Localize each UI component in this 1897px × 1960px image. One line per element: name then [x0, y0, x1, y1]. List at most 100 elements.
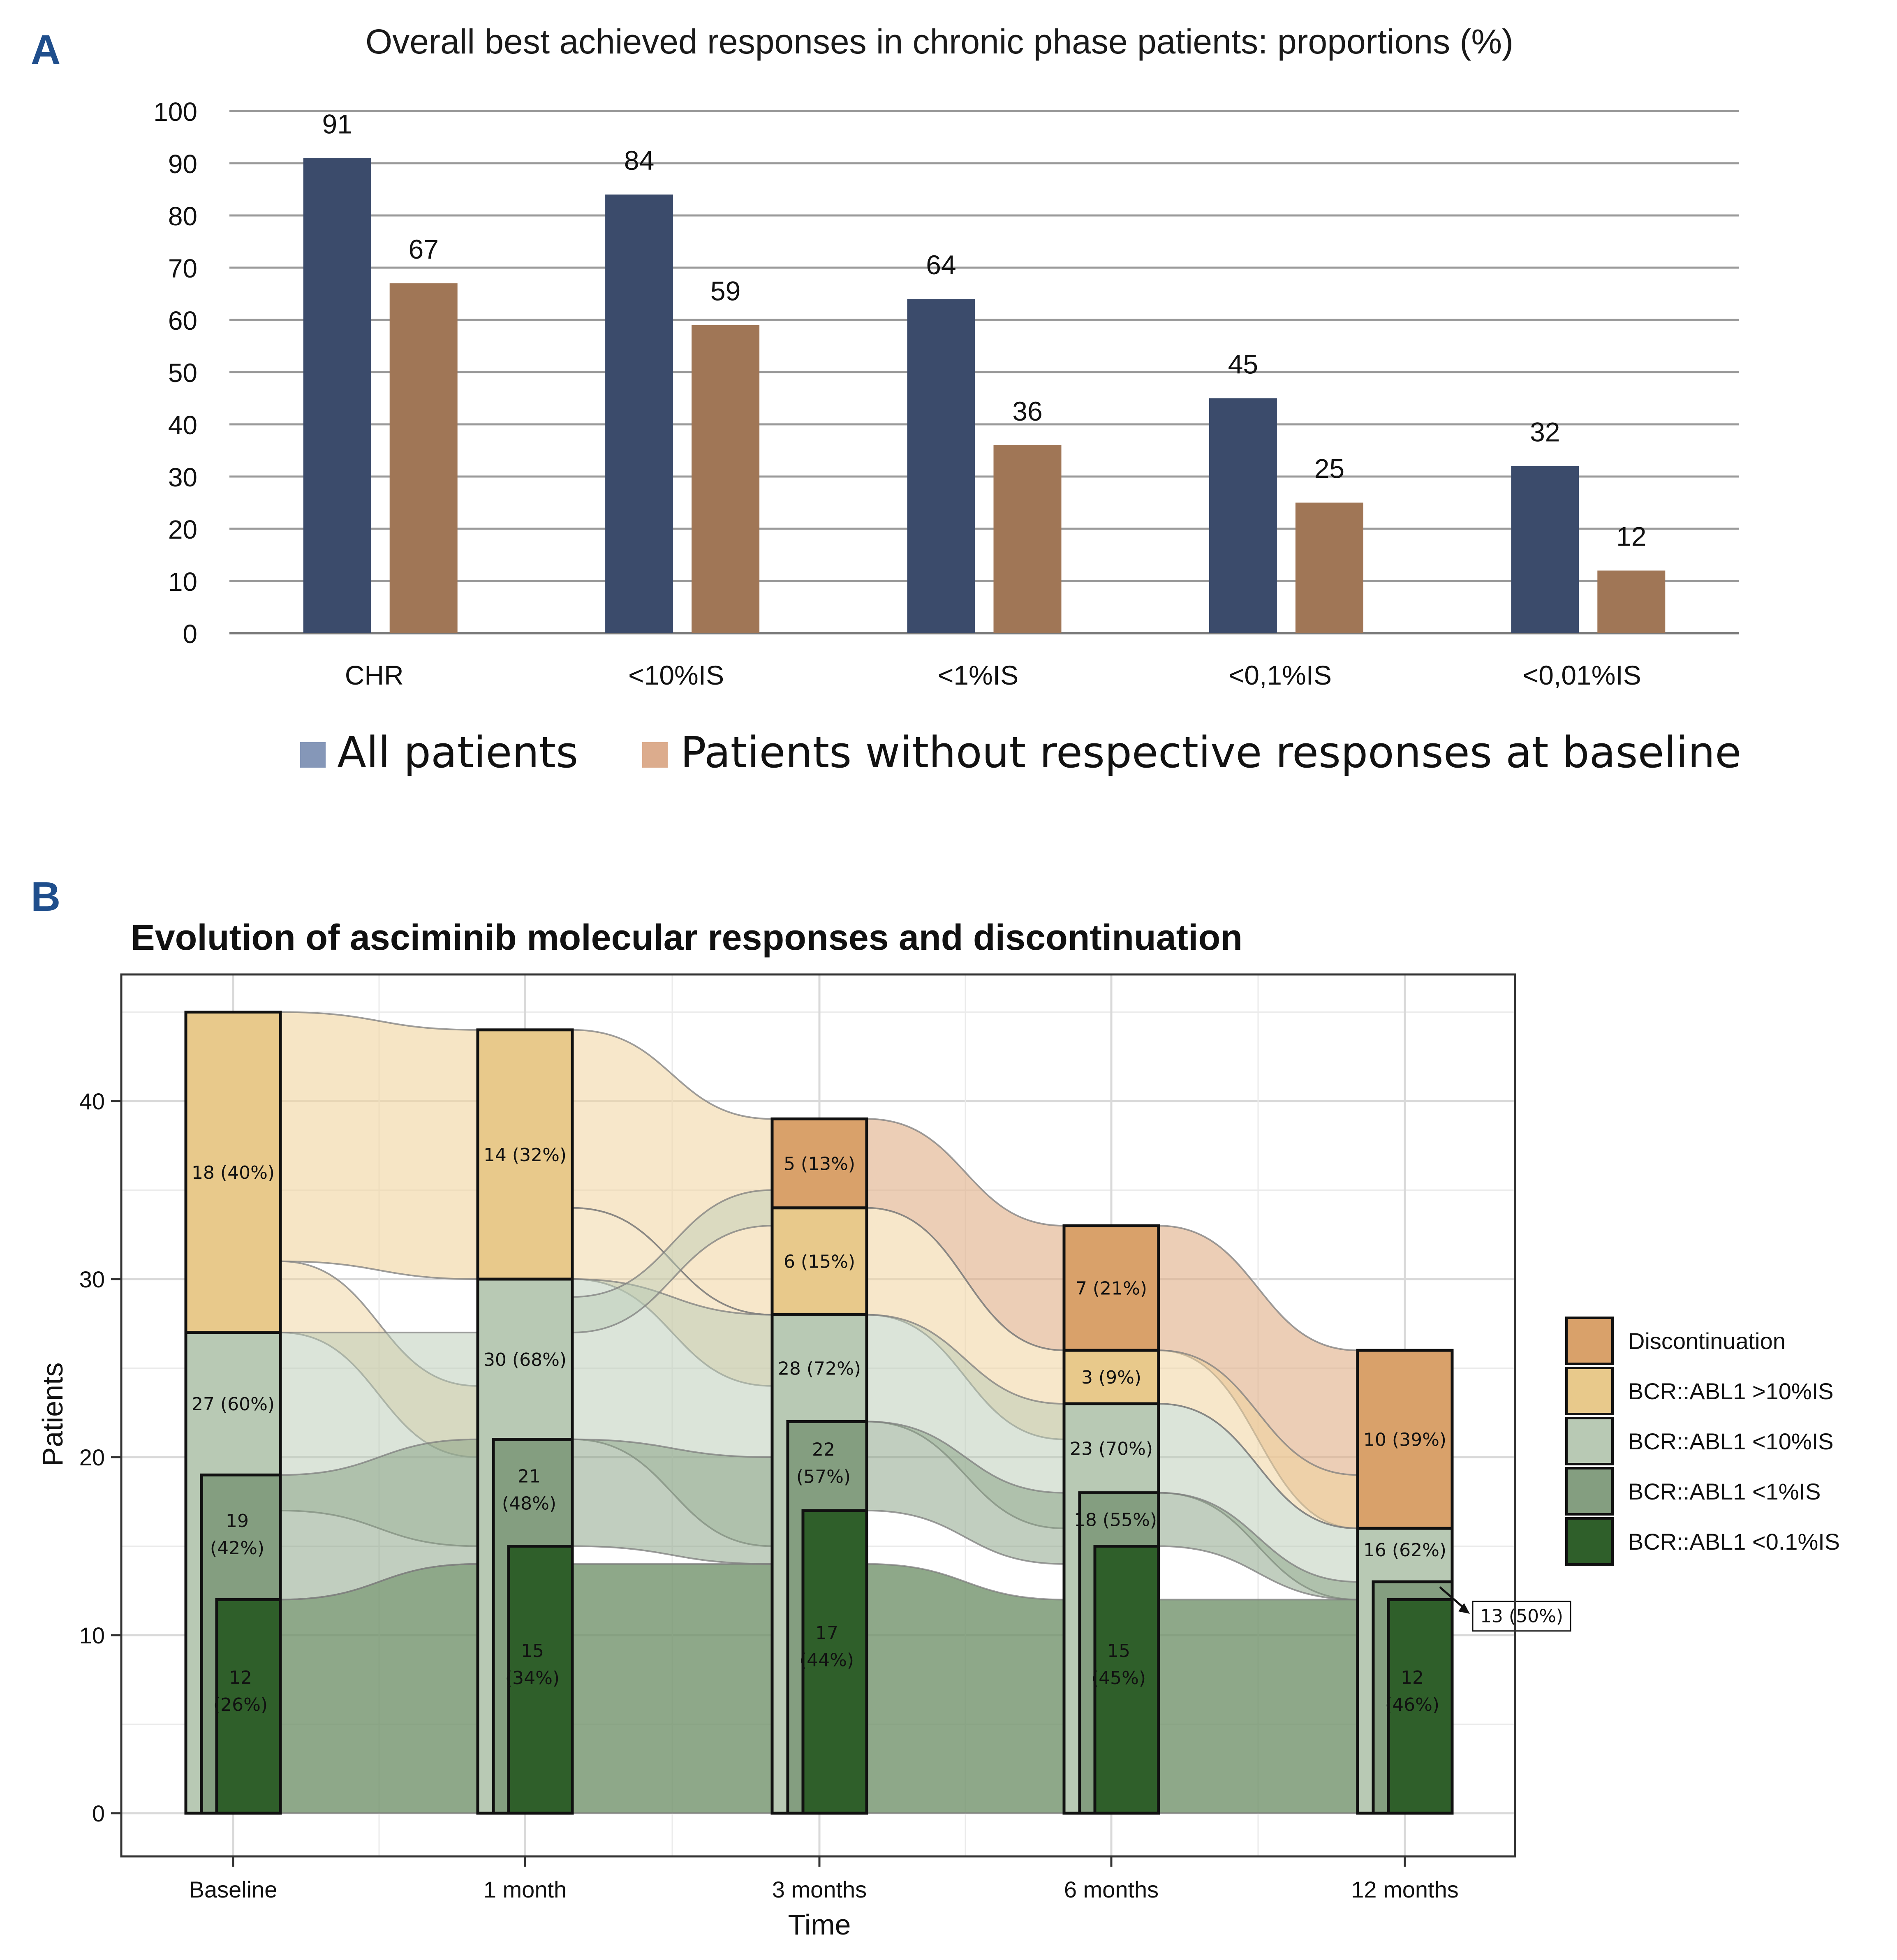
legend-swatch	[1565, 1317, 1614, 1365]
panel-a-data-label: 64	[926, 250, 956, 280]
panel-a-x-tick-label: <1%IS	[938, 660, 1018, 690]
stratum-lt01	[507, 1545, 574, 1815]
legend-swatch-without-baseline-response	[642, 742, 668, 768]
panel-b-y-tick-label: 20	[79, 1444, 105, 1470]
panel-a-y-tick-label: 70	[168, 254, 197, 283]
stratum-count-label: 16 (62%)	[1363, 1540, 1446, 1561]
panel-a-y-tick-label: 30	[168, 463, 197, 492]
stratum-discontinuation	[770, 1117, 868, 1210]
legend-label: BCR::ABL1 <1%IS	[1628, 1479, 1821, 1504]
panel-b-flow	[1158, 1599, 1358, 1814]
panel-a-data-label: 91	[322, 109, 352, 139]
panel-a-bar-chart: Overall best achieved responses in chron…	[153, 22, 1741, 778]
panel-b-x-tick-label: 6 months	[1064, 1877, 1159, 1902]
panel-a-y-tick-label: 50	[168, 358, 197, 388]
stratum-lt01	[1387, 1598, 1454, 1815]
panel-a-y-tick-label: 40	[168, 410, 197, 440]
legend-label: BCR::ABL1 <0.1%IS	[1628, 1529, 1840, 1555]
panel-b-x-tick-label: Baseline	[189, 1877, 278, 1902]
panel-a-y-tick-label: 100	[153, 97, 197, 127]
panel-b-y-tick-label: 40	[79, 1088, 105, 1114]
stratum-count-label: 12	[1401, 1667, 1424, 1688]
panel-b-flow	[571, 1438, 773, 1565]
legend-swatch	[1565, 1417, 1614, 1465]
stratum-percent-label: (34%)	[505, 1668, 560, 1689]
panel-b-stack: 5 (13%) 6 (15%) 28 (72%) 22 (57%) 17 (44%)	[770, 1117, 868, 1815]
stratum-count-label: 14 (32%)	[484, 1145, 567, 1166]
stratum-percent-label: (48%)	[502, 1493, 556, 1514]
panel-a-letter: A	[31, 27, 60, 73]
panel-a-bar-without-baseline-response	[389, 283, 458, 633]
panel-b-stack: 18 (40%) 27 (60%) 19 (42%) 12 (26%)	[184, 1011, 282, 1815]
stratum-count-label: 30 (68%)	[484, 1349, 567, 1370]
stratum-gt10	[1062, 1349, 1160, 1405]
panel-a-data-label: 59	[710, 276, 740, 306]
legend-swatch	[1565, 1367, 1614, 1415]
stratum-gt10	[184, 1011, 282, 1334]
panel-a-bar-all-patients	[907, 299, 975, 633]
panel-b-y-axis-title: Patients	[37, 1363, 69, 1467]
panel-a-bar-all-patients	[1209, 398, 1277, 633]
panel-a-data-label: 45	[1228, 349, 1258, 380]
panel-a-y-tick-label: 60	[168, 306, 197, 336]
stratum-count-label: 6 (15%)	[784, 1252, 855, 1273]
stratum-count-label: 22	[812, 1439, 835, 1460]
panel-b-flow	[571, 1563, 773, 1814]
stratum-percent-label: (46%)	[1385, 1694, 1439, 1715]
panel-a-x-tick-label: <0,01%IS	[1523, 660, 1641, 690]
panel-b-flow	[280, 1563, 479, 1814]
panel-a-y-tick-label: 10	[168, 567, 197, 597]
stratum-count-label: 15	[1107, 1641, 1130, 1661]
panel-a-title: Overall best achieved responses in chron…	[366, 22, 1513, 61]
panel-b-border	[120, 973, 1516, 1858]
panel-a-data-label: 32	[1530, 417, 1560, 447]
panel-b-flow	[280, 1011, 479, 1280]
legend-label: BCR::ABL1 >10%IS	[1628, 1378, 1834, 1404]
stratum-count-label: 28 (72%)	[778, 1358, 861, 1379]
panel-a-data-label: 12	[1616, 521, 1646, 552]
panel-a-bar-without-baseline-response	[993, 445, 1062, 633]
stratum-lt01	[1093, 1545, 1160, 1815]
stratum-percent-label: (57%)	[796, 1467, 851, 1488]
stratum-count-label: 18 (55%)	[1074, 1510, 1157, 1531]
callout-arrow-head	[1458, 1603, 1470, 1614]
stratum-lt01	[801, 1509, 868, 1815]
stratum-percent-label: (44%)	[800, 1650, 854, 1671]
stratum-count-label: 17	[815, 1623, 838, 1644]
stratum-gt10	[476, 1028, 574, 1281]
legend-label: Discontinuation	[1628, 1328, 1786, 1354]
panel-a-bar-all-patients	[605, 194, 673, 634]
panel-a-bar-without-baseline-response	[1295, 502, 1363, 633]
stratum-percent-label: (45%)	[1092, 1668, 1146, 1689]
panel-b-y-tick-label: 0	[92, 1800, 105, 1826]
stratum-count-label: 18 (40%)	[192, 1162, 275, 1183]
stratum-count-label: 3 (9%)	[1081, 1367, 1141, 1388]
panel-a-legend: All patients Patients without respective …	[300, 727, 1741, 778]
panel-b-x-tick-label: 1 month	[484, 1877, 567, 1902]
panel-b-y-tick-label: 10	[79, 1622, 105, 1648]
stratum-count-label: 15	[521, 1641, 544, 1661]
stratum-lt01	[215, 1598, 282, 1815]
stratum-count-label: 7 (21%)	[1076, 1278, 1147, 1299]
panel-a-y-tick-label: 80	[168, 201, 197, 231]
stratum-count-label: 10 (39%)	[1363, 1430, 1446, 1451]
panel-a-y-tick-label: 0	[183, 619, 197, 649]
legend-label-all-patients: All patients	[337, 727, 578, 778]
stratum-percent-label: (42%)	[210, 1538, 264, 1559]
stratum-percent-label: (26%)	[213, 1694, 268, 1715]
panel-b-alluvial-chart: Evolution of asciminib molecular respons…	[37, 917, 1840, 1941]
panel-a-data-label: 36	[1012, 396, 1042, 426]
panel-a-x-tick-label: CHR	[345, 660, 404, 690]
panel-b-stack: 10 (39%) 16 (62%) 13 (50%) 12 (46%)	[1356, 1349, 1571, 1815]
panel-a-x-tick-label: <0,1%IS	[1228, 660, 1332, 690]
callout-label: 13 (50%)	[1480, 1606, 1563, 1627]
legend-label: BCR::ABL1 <10%IS	[1628, 1428, 1834, 1454]
panel-a-data-label: 67	[408, 234, 438, 264]
panel-b-letter: B	[31, 874, 60, 920]
stratum-discontinuation	[1356, 1349, 1454, 1530]
stratum-count-label: 5 (13%)	[784, 1154, 855, 1175]
panel-a-bar-all-patients	[303, 158, 371, 633]
panel-a-bar-all-patients	[1511, 466, 1579, 633]
